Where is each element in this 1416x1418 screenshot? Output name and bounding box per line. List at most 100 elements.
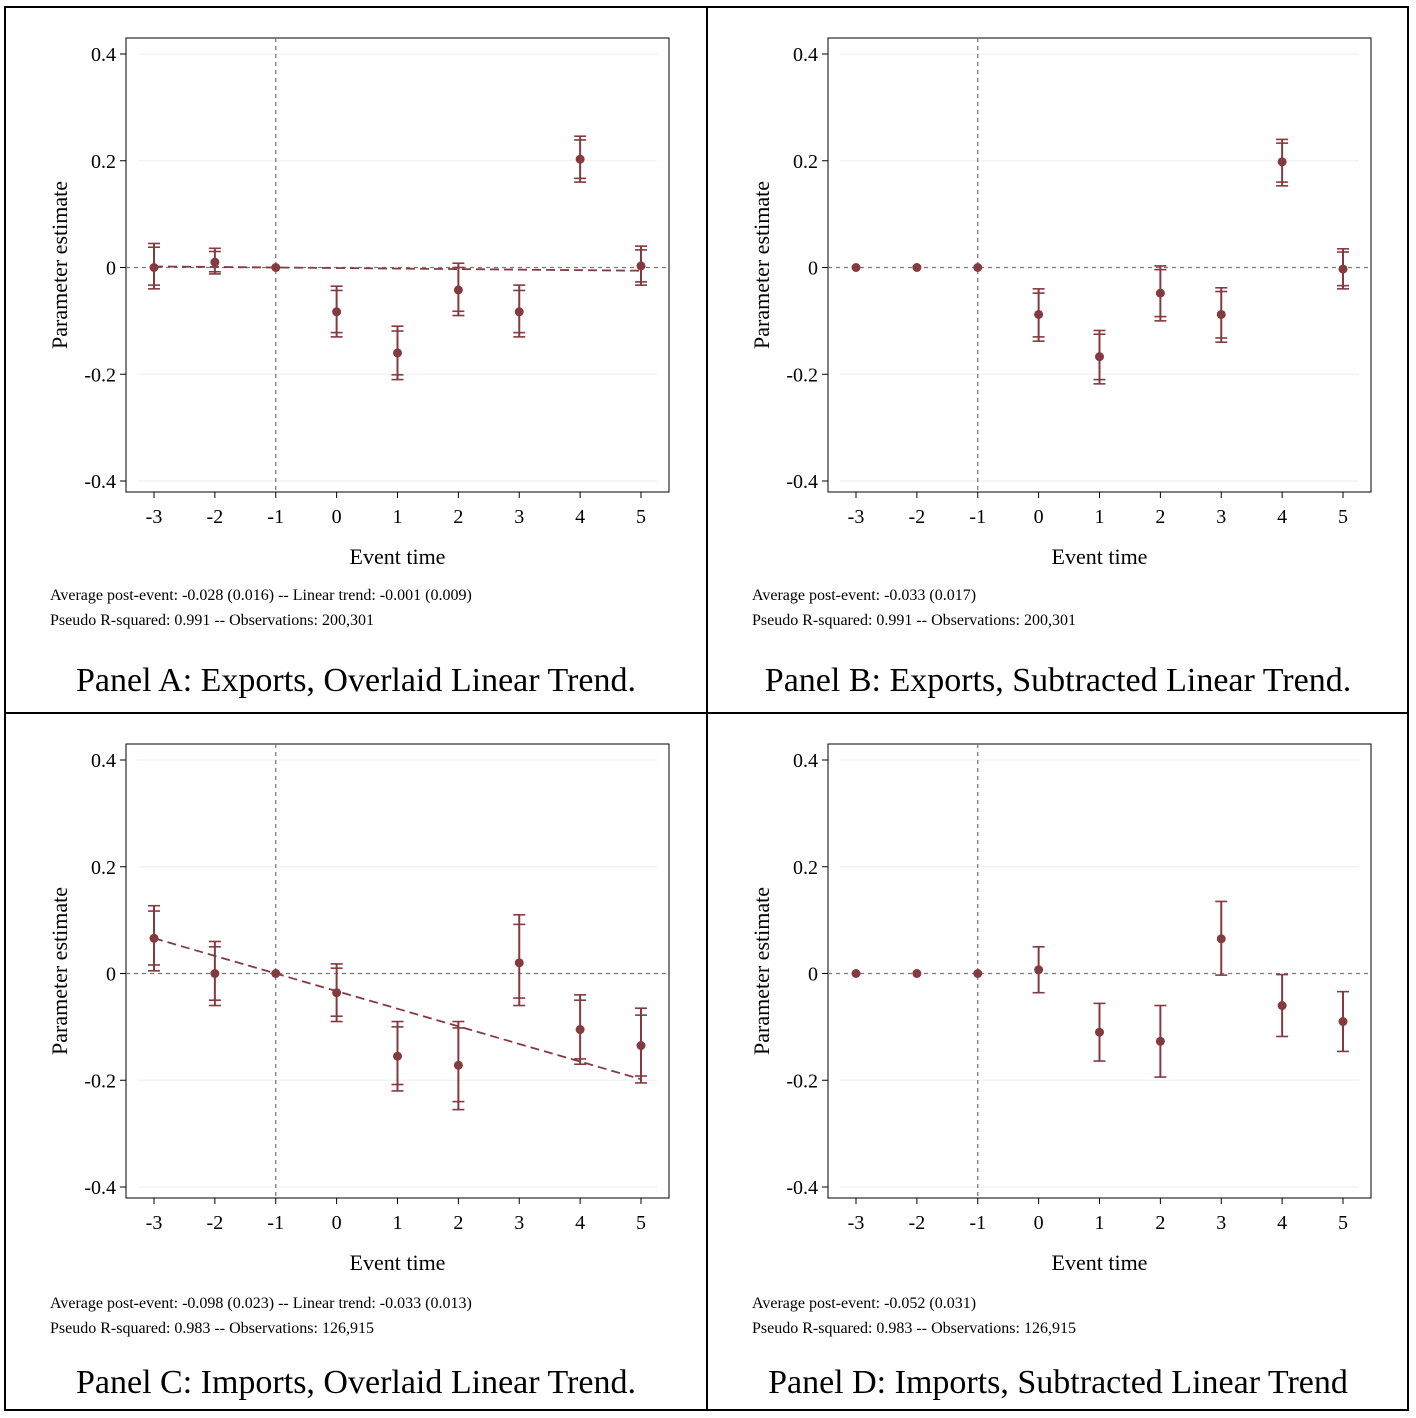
x-tick-label: 3	[514, 506, 524, 528]
y-tick-label: 0.2	[793, 857, 818, 879]
data-point	[1277, 157, 1287, 167]
data-point	[973, 263, 983, 272]
x-axis-label: Event time	[1052, 1250, 1148, 1275]
data-point	[453, 1060, 463, 1070]
data-point	[271, 969, 281, 978]
x-tick-label: -3	[848, 506, 865, 528]
data-point	[393, 1051, 402, 1061]
x-tick-label: 4	[1277, 506, 1287, 528]
x-tick-label: -1	[267, 1212, 284, 1234]
y-tick-label: 0.2	[91, 151, 116, 173]
x-tick-label: -2	[909, 506, 926, 528]
x-axis-label: Event time	[350, 544, 446, 569]
data-point	[575, 1025, 585, 1035]
data-point	[149, 933, 159, 943]
x-tick-label: 2	[1155, 1212, 1165, 1234]
y-tick-label: -0.2	[84, 364, 116, 386]
chart-panel-b: 0.4 0.2 0 -0.2 -0.4 -3 -2 -1 0 1 2 3 4 5 Event time Par…	[749, 37, 1372, 569]
chart-panel-a: 0.4 0.2 0 -0.2 -0.4 -3 -2 -1 0 1 2 3 4 5 Event time Par…	[47, 37, 670, 569]
y-tick-label: 0.2	[793, 151, 818, 173]
data-point	[1034, 309, 1044, 319]
data-point	[271, 263, 281, 272]
x-tick-label: 2	[453, 506, 463, 528]
x-tick-label: 0	[332, 1212, 342, 1234]
y-axis-label: Parameter estimate	[749, 181, 774, 349]
x-tick-label: 2	[1155, 506, 1165, 528]
panel-caption: Panel A: Exports, Overlaid Linear Trend.	[76, 662, 636, 699]
stats-note-line2: Pseudo R-squared: 0.991 -- Observations:…	[50, 612, 374, 629]
stats-note-line1: Average post-event: -0.033 (0.017)	[752, 587, 977, 604]
y-tick-label: -0.4	[84, 471, 116, 493]
x-tick-label: 4	[575, 506, 585, 528]
data-point	[332, 307, 342, 317]
y-tick-label: 0.4	[91, 750, 116, 772]
y-axis-label: Parameter estimate	[47, 887, 72, 1055]
y-axis-label: Parameter estimate	[749, 887, 774, 1055]
data-point	[1338, 264, 1348, 274]
stats-note-line1: Average post-event: -0.098 (0.023) -- Li…	[50, 1295, 472, 1312]
data-point	[1034, 965, 1044, 975]
x-tick-label: 4	[1277, 1212, 1287, 1234]
data-point	[851, 969, 861, 978]
y-tick-label: 0.4	[91, 44, 116, 66]
x-tick-label: 0	[1034, 1212, 1044, 1234]
x-axis-label: Event time	[350, 1250, 446, 1275]
data-point	[453, 285, 463, 295]
y-tick-label: 0	[106, 258, 116, 280]
stats-note-line1: Average post-event: -0.052 (0.031)	[752, 1295, 977, 1312]
data-point	[1155, 288, 1165, 298]
panel-a: 0.4 0.2 0 -0.2 -0.4 -3 -2 -1 0 1 2 3 4 5 Event time Par…	[6, 8, 706, 712]
x-tick-label: 0	[1034, 506, 1044, 528]
x-tick-label: -1	[267, 506, 284, 528]
plot-frame	[827, 37, 1372, 493]
x-tick-label: 1	[1095, 1212, 1105, 1234]
stats-note-line2: Pseudo R-squared: 0.991 -- Observations:…	[752, 612, 1076, 629]
data-point	[210, 257, 220, 267]
x-tick-label: 0	[332, 506, 342, 528]
linear-trend-line	[153, 265, 642, 272]
x-tick-label: 5	[636, 506, 646, 528]
data-point	[575, 154, 585, 164]
data-point	[1338, 1017, 1348, 1027]
panel-caption: Panel D: Imports, Subtracted Linear Tren…	[768, 1364, 1348, 1401]
x-tick-label: -2	[207, 1212, 224, 1234]
x-tick-label: -3	[146, 1212, 163, 1234]
panel-c: 0.4 0.2 0 -0.2 -0.4 -3 -2 -1 0 1 2 3 4 5 Event time Par…	[6, 714, 706, 1418]
panel-caption: Panel C: Imports, Overlaid Linear Trend.	[76, 1364, 636, 1401]
data-point	[1216, 309, 1226, 319]
x-tick-label: -1	[969, 506, 986, 528]
data-point	[1277, 1001, 1287, 1011]
data-point	[332, 988, 342, 998]
panel-divider-horizontal	[4, 712, 1409, 714]
data-point	[973, 969, 983, 978]
y-tick-label: -0.4	[786, 1177, 818, 1199]
x-tick-label: 4	[575, 1212, 585, 1234]
data-point	[636, 261, 646, 271]
data-point	[912, 263, 922, 272]
linear-trend-line	[153, 937, 642, 1081]
y-tick-label: 0	[808, 258, 818, 280]
x-tick-label: 5	[1338, 506, 1348, 528]
stats-note-line1: Average post-event: -0.028 (0.016) -- Li…	[50, 587, 472, 604]
x-tick-label: 1	[1095, 506, 1105, 528]
x-tick-label: 3	[1216, 506, 1226, 528]
data-point	[912, 969, 922, 978]
y-tick-label: -0.2	[786, 1070, 818, 1092]
data-point	[851, 263, 861, 272]
data-point	[393, 348, 402, 358]
data-point	[1216, 934, 1226, 944]
x-axis-label: Event time	[1052, 544, 1148, 569]
x-tick-label: -2	[909, 1212, 926, 1234]
x-tick-label: 5	[1338, 1212, 1348, 1234]
x-tick-label: 1	[393, 506, 403, 528]
data-point	[1155, 1036, 1165, 1046]
x-tick-label: 3	[1216, 1212, 1226, 1234]
data-point	[210, 969, 220, 978]
x-tick-label: -3	[848, 1212, 865, 1234]
y-tick-label: 0.4	[793, 44, 818, 66]
plot-frame	[125, 743, 670, 1199]
plot-frame	[125, 37, 670, 493]
y-axis-label: Parameter estimate	[47, 181, 72, 349]
y-tick-label: -0.4	[84, 1177, 116, 1199]
panel-divider-vertical	[706, 6, 708, 1411]
